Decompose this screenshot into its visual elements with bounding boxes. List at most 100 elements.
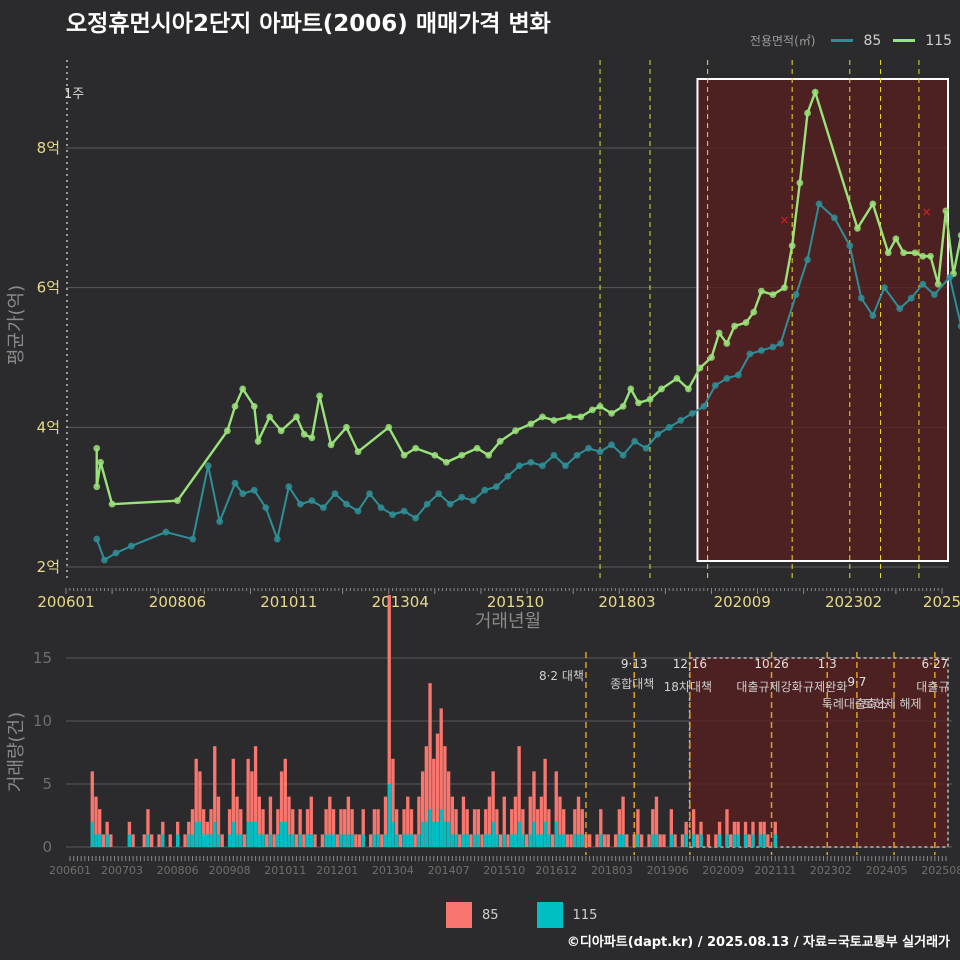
data-point-85 <box>93 535 101 543</box>
bar-85 <box>484 809 488 847</box>
data-point-85 <box>273 535 281 543</box>
bar-85 <box>376 809 380 847</box>
bar-85 <box>98 809 102 847</box>
bar-85 <box>198 771 202 847</box>
bar-115 <box>420 821 425 847</box>
bar-115 <box>510 834 514 847</box>
data-point-115 <box>658 385 665 393</box>
bar-85 <box>562 809 566 847</box>
data-point-115 <box>97 458 104 466</box>
data-point-115 <box>588 406 596 414</box>
bar-85 <box>691 809 696 847</box>
bar-115 <box>487 834 492 847</box>
data-point-115 <box>869 200 877 208</box>
bar-85 <box>94 796 98 847</box>
bar-85 <box>432 758 436 847</box>
data-point-85 <box>296 500 304 508</box>
bar-85 <box>246 758 250 847</box>
volume-x-tick-label: 200908 <box>209 864 251 877</box>
legend-title: 전용면적(㎡) <box>749 34 816 48</box>
bar-115 <box>198 821 202 847</box>
bar-85 <box>294 834 299 847</box>
data-point-115 <box>250 402 258 410</box>
policy-label: 18차대책 <box>664 679 712 694</box>
volume-x-tick-label: 201304 <box>372 864 414 877</box>
bar-85 <box>584 834 588 847</box>
bar-115 <box>343 834 347 847</box>
data-point-115 <box>577 413 585 421</box>
bar-85 <box>339 809 343 847</box>
bar-85 <box>227 809 232 847</box>
bar-115 <box>743 834 748 847</box>
bar-85 <box>502 796 506 847</box>
bar-85 <box>528 796 532 847</box>
policy-label: 8·2 대책 <box>539 668 584 683</box>
bar-85 <box>536 809 540 847</box>
bar-85 <box>257 796 261 847</box>
bar-115 <box>291 834 295 847</box>
bar-115 <box>432 821 436 847</box>
bar-85 <box>157 834 161 847</box>
y-tick-label: 6억 <box>37 279 60 297</box>
bar-85 <box>766 834 770 847</box>
volume-x-tick-label: 202508 <box>921 864 960 877</box>
data-point-85 <box>285 483 293 491</box>
data-point-85 <box>608 441 615 449</box>
bar-85 <box>480 834 484 847</box>
bar-85 <box>372 809 377 847</box>
data-point-85 <box>458 493 466 501</box>
data-point-85 <box>389 511 396 519</box>
data-point-115 <box>93 444 101 452</box>
corner-label: 1주 <box>64 87 84 102</box>
bar-85 <box>302 834 306 847</box>
bar-85 <box>343 809 347 847</box>
data-point-85 <box>492 483 500 491</box>
bar-85 <box>487 796 492 847</box>
data-point-115 <box>550 416 558 424</box>
bar-85 <box>391 758 395 847</box>
bar-115 <box>201 834 206 847</box>
bar-85 <box>361 809 365 847</box>
policy-label: 특례대출축소 <box>822 697 888 711</box>
bar-115 <box>90 821 94 847</box>
data-point-115 <box>608 409 615 417</box>
data-point-115 <box>781 284 788 292</box>
bar-85 <box>662 834 666 847</box>
credit-text: ©디아파트(dapt.kr) / 2025.08.13 / 자료=국토교통부 실… <box>566 935 950 950</box>
bar-85 <box>498 834 503 847</box>
bar-85 <box>543 758 547 847</box>
policy-label: 종합대책 <box>610 676 654 691</box>
bar-115 <box>691 834 696 847</box>
data-point-115 <box>293 413 300 421</box>
bar-85 <box>253 746 258 847</box>
data-point-115 <box>731 322 738 330</box>
bar-85 <box>328 796 332 847</box>
volume-y-tick-label: 15 <box>33 649 52 667</box>
policy-date: 9·13 <box>621 657 648 671</box>
volume-x-tick-label: 201201 <box>316 864 358 877</box>
data-point-115 <box>539 413 546 421</box>
x-tick-label: 201011 <box>260 593 317 611</box>
bar-85 <box>599 809 603 847</box>
volume-x-tick-label: 200601 <box>49 864 91 877</box>
data-point-85 <box>711 382 719 389</box>
x-tick-label: 201510 <box>487 593 544 611</box>
data-point-85 <box>573 451 581 459</box>
data-point-85 <box>527 458 535 466</box>
y-tick-label: 4억 <box>37 418 60 436</box>
bar-115 <box>409 834 414 847</box>
bar-115 <box>424 821 429 847</box>
data-point-115 <box>300 430 308 438</box>
bar-85 <box>194 758 198 847</box>
bar-85 <box>506 834 510 847</box>
data-point-85 <box>734 371 742 379</box>
data-point-115 <box>742 319 750 326</box>
data-point-85 <box>930 291 938 299</box>
data-point-85 <box>792 291 800 299</box>
bar-115 <box>231 821 235 847</box>
data-point-115 <box>854 224 861 232</box>
data-point-85 <box>216 518 224 526</box>
bar-85 <box>394 809 399 847</box>
data-point-85 <box>907 294 915 302</box>
bar-85 <box>346 796 351 847</box>
